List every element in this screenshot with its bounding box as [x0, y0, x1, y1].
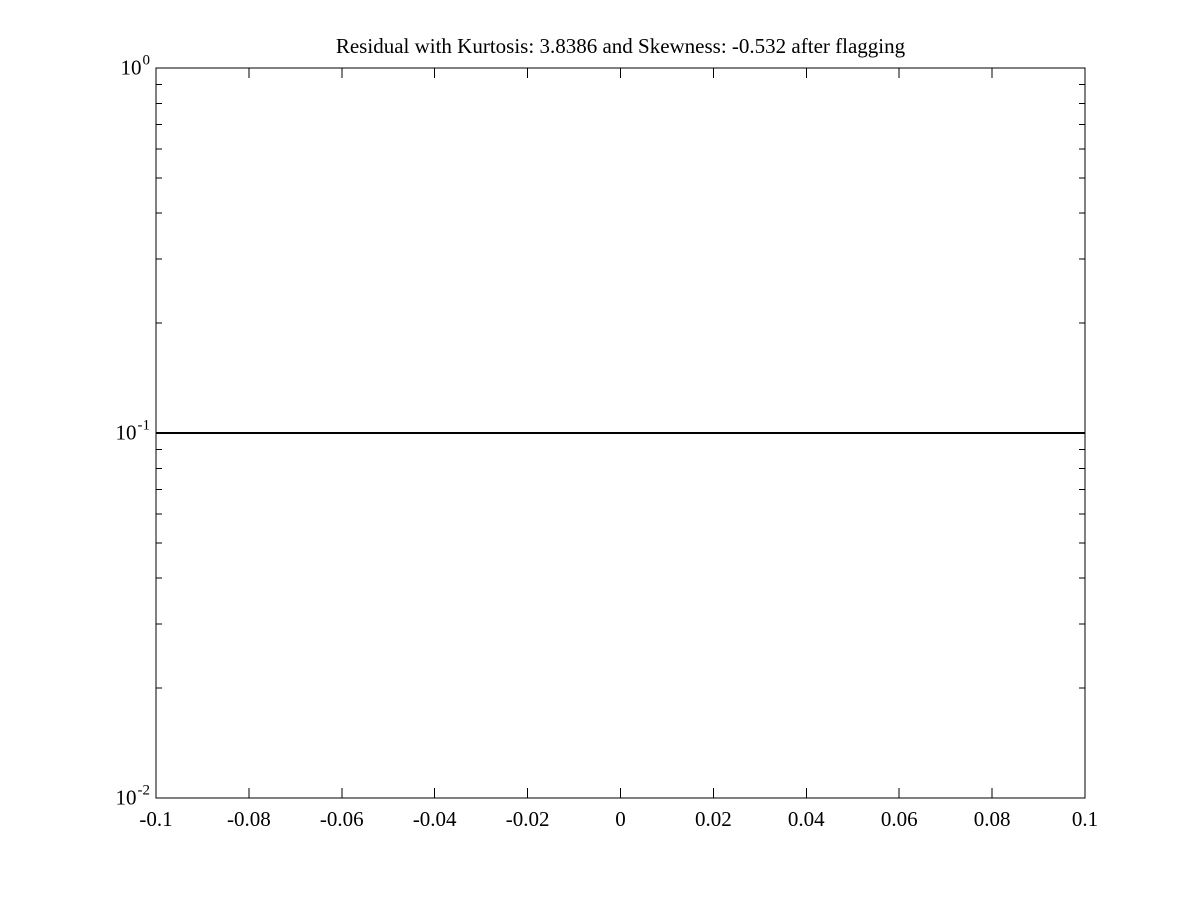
- x-tick-label: 0.04: [787, 807, 825, 831]
- x-tick-label: 0.02: [695, 807, 732, 831]
- chart-title: Residual with Kurtosis: 3.8386 and Skewn…: [335, 34, 906, 58]
- x-tick-label: -0.06: [319, 807, 364, 831]
- y-tick-exponent: -2: [137, 782, 151, 799]
- x-tick-label: -0.08: [227, 807, 271, 831]
- x-tick-label: 0: [615, 807, 626, 831]
- y-tick-base: 10: [115, 420, 137, 445]
- y-tick-exponent: -1: [137, 417, 151, 434]
- x-tick-label: 0.06: [880, 807, 918, 831]
- x-tick-label: -0.04: [412, 807, 457, 831]
- y-tick-base: 10: [115, 785, 137, 810]
- x-tick-label: -0.02: [505, 807, 550, 831]
- y-tick-base: 10: [120, 55, 142, 80]
- y-tick-label: 10-1: [115, 418, 151, 445]
- y-tick-exponent: 0: [142, 52, 151, 69]
- y-tick-label: 100: [120, 53, 151, 80]
- x-tick-label: 0.1: [1071, 807, 1099, 831]
- y-tick-label: 10-2: [115, 783, 151, 810]
- x-tick-label: 0.08: [973, 807, 1011, 831]
- x-tick-label: -0.1: [139, 807, 173, 831]
